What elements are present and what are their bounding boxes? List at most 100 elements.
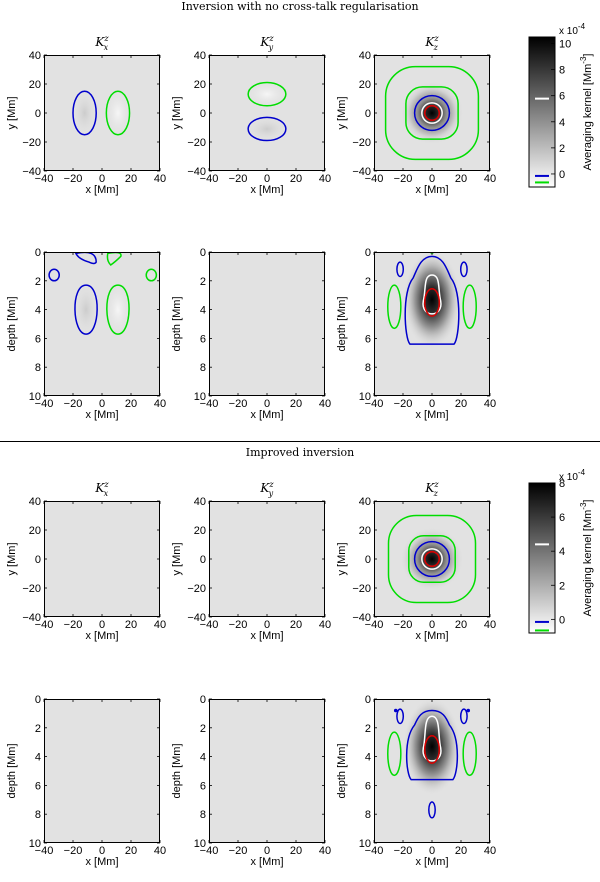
x-tick-label: 0 <box>429 398 435 410</box>
positive-contour <box>387 731 402 777</box>
x-tick-label: 40 <box>319 845 331 857</box>
panel-background <box>44 252 160 396</box>
positive-contour <box>145 268 158 282</box>
x-tick-label: 20 <box>125 845 137 857</box>
x-axis-label: x [Mm] <box>416 184 449 196</box>
positive-contour <box>384 65 480 161</box>
x-tick-label: −40 <box>35 173 54 185</box>
y-tick-label: 10 <box>29 391 41 403</box>
y-tick-label: −20 <box>352 137 371 149</box>
y-tick-label: 4 <box>200 752 206 764</box>
panel-background <box>209 55 325 171</box>
colorbar-gradient <box>528 36 556 188</box>
x-tick-label: −40 <box>200 845 219 857</box>
y-tick-label: 6 <box>365 333 371 345</box>
y-tick-label: 20 <box>29 79 41 91</box>
colorbar-tick-label: 10 <box>559 39 571 51</box>
panel-content <box>209 699 325 843</box>
negative-contour <box>405 709 459 781</box>
negative-contour <box>247 116 287 142</box>
x-tick-label: 0 <box>99 619 105 631</box>
x-tick-label: 0 <box>264 845 270 857</box>
x-tick-label: 20 <box>455 173 467 185</box>
level-contour <box>421 102 443 124</box>
level-contour <box>421 548 443 570</box>
panel-title: Kz y <box>259 480 274 498</box>
x-tick-label: −40 <box>35 398 54 410</box>
y-axis-label: y [Mm] <box>336 543 348 576</box>
kernel-peak-shade <box>403 252 461 349</box>
negative-lobe-shade <box>73 282 99 337</box>
colorbar-tick-label: 4 <box>559 546 565 558</box>
panel-content <box>374 55 490 171</box>
y-axis-label: depth [Mm] <box>171 743 183 798</box>
y-tick-label: −40 <box>352 166 371 178</box>
positive-contour <box>462 731 477 777</box>
panel-content <box>209 501 325 617</box>
negative-lobe-shade <box>71 89 98 137</box>
x-tick-label: 20 <box>290 619 302 631</box>
level-contour-white <box>422 274 442 315</box>
y-tick-label: 0 <box>35 694 41 706</box>
y-tick-label: 0 <box>200 694 206 706</box>
x-axis-label: x [Mm] <box>416 856 449 868</box>
negative-contour <box>459 708 468 725</box>
y-tick-label: 10 <box>194 838 206 850</box>
colorbar-tick-label: 8 <box>559 65 565 77</box>
x-tick-label: 40 <box>484 173 496 185</box>
panel-background <box>44 55 160 171</box>
y-tick-label: 2 <box>35 276 41 288</box>
x-tick-label: 40 <box>319 398 331 410</box>
panel-r1-c0: −40 −20 0 20 40 0 2 4 6 8 10 x [Mm] depth [Mm] <box>6 247 166 421</box>
y-tick-label: −20 <box>187 583 206 595</box>
x-tick-label: 20 <box>125 619 137 631</box>
y-tick-label: −20 <box>187 137 206 149</box>
colorbar-tick-label: 2 <box>559 580 565 592</box>
colorbar-exponent: x 10-4 <box>559 468 586 483</box>
y-tick-label: 0 <box>35 554 41 566</box>
panel-r1-c1: −40 −20 0 20 40 0 2 4 6 8 10 x [Mm] depth [Mm] <box>171 247 331 421</box>
y-tick-label: 8 <box>200 809 206 821</box>
x-axis-label: x [Mm] <box>251 184 284 196</box>
y-axis-label: y [Mm] <box>336 97 348 130</box>
y-tick-label: 8 <box>365 362 371 374</box>
negative-contour <box>396 261 405 278</box>
x-tick-label: −20 <box>229 845 248 857</box>
level-contour-white <box>422 715 442 762</box>
negative-contour <box>393 708 398 713</box>
colorbar-tick-label: 0 <box>559 169 565 181</box>
y-tick-label: 0 <box>200 554 206 566</box>
negative-contour <box>48 268 60 282</box>
x-axis-label: x [Mm] <box>251 409 284 421</box>
section-title-1: Inversion with no cross-talk regularisat… <box>181 0 418 13</box>
y-tick-label: 6 <box>365 780 371 792</box>
panel-content <box>209 252 325 396</box>
y-tick-label: −40 <box>22 166 41 178</box>
x-tick-label: −20 <box>229 619 248 631</box>
y-tick-label: 20 <box>359 79 371 91</box>
x-tick-label: 0 <box>429 619 435 631</box>
x-tick-label: −40 <box>365 845 384 857</box>
kernel-peak-shade <box>400 81 464 145</box>
y-tick-label: 0 <box>35 247 41 259</box>
x-tick-label: 20 <box>125 173 137 185</box>
y-tick-label: 40 <box>194 496 206 508</box>
positive-contour <box>247 81 287 107</box>
y-tick-label: 8 <box>200 362 206 374</box>
y-tick-label: 0 <box>365 247 371 259</box>
y-tick-label: 0 <box>35 108 41 120</box>
x-tick-label: 0 <box>99 173 105 185</box>
panel-content <box>374 699 490 843</box>
positive-lobe-shade <box>105 282 131 337</box>
panel-r2-c2: −40 −20 0 20 40 40 20 0 −20 −40 x [Mm] y [Mm] Kz z <box>336 480 496 642</box>
y-tick-label: 8 <box>35 809 41 821</box>
panel-title: Kz y <box>259 34 274 52</box>
y-tick-label: 4 <box>200 305 206 317</box>
y-tick-label: 4 <box>365 752 371 764</box>
panel-title: Kz z <box>424 480 439 498</box>
y-tick-label: 20 <box>29 525 41 537</box>
y-tick-label: −20 <box>22 583 41 595</box>
y-axis-label: depth [Mm] <box>336 296 348 351</box>
